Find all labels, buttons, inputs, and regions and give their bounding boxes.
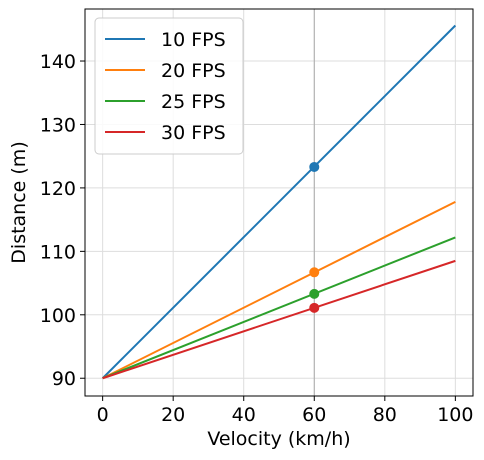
- y-tick-label: 110: [40, 241, 76, 263]
- legend-label: 30 FPS: [161, 122, 226, 144]
- series-line: [102, 259, 456, 380]
- x-tick-label: 20: [161, 404, 185, 426]
- legend-label: 20 FPS: [161, 60, 226, 82]
- series-layer: [101, 24, 457, 380]
- legend-items: 10 FPS 20 FPS 25 FPS 30 FPS: [105, 29, 226, 144]
- x-tick-label: 80: [373, 404, 397, 426]
- x-tick-label: 60: [302, 404, 326, 426]
- marker-layer: [309, 161, 320, 313]
- y-tick-label: 140: [40, 51, 76, 73]
- data-point-marker: [309, 288, 320, 299]
- y-axis-label: Distance (m): [8, 141, 30, 263]
- x-axis-ticks: 0 20 40 60 80 100: [97, 396, 473, 426]
- series-line: [101, 24, 457, 379]
- data-point-marker: [309, 267, 320, 278]
- plot-frame: [84, 8, 474, 397]
- data-point-marker: [309, 302, 320, 313]
- x-tick-label: 100: [437, 404, 473, 426]
- series-line: [102, 200, 456, 380]
- y-tick-label: 100: [40, 305, 76, 327]
- y-tick-label: 90: [52, 368, 76, 390]
- series-line: [102, 236, 456, 380]
- legend-box: [94, 17, 244, 155]
- y-tick-label: 120: [40, 178, 76, 200]
- legend-label: 25 FPS: [161, 91, 226, 113]
- y-tick-label: 130: [40, 114, 76, 136]
- legend-label: 10 FPS: [161, 29, 226, 51]
- data-point-marker: [309, 161, 320, 172]
- y-axis-ticks: 90 100 110 120 130 140: [40, 51, 85, 390]
- legend: 10 FPS 20 FPS 25 FPS 30 FPS: [94, 17, 244, 155]
- x-tick-label: 0: [97, 404, 109, 426]
- x-axis-label: Velocity (km/h): [207, 428, 350, 450]
- x-tick-label: 40: [232, 404, 256, 426]
